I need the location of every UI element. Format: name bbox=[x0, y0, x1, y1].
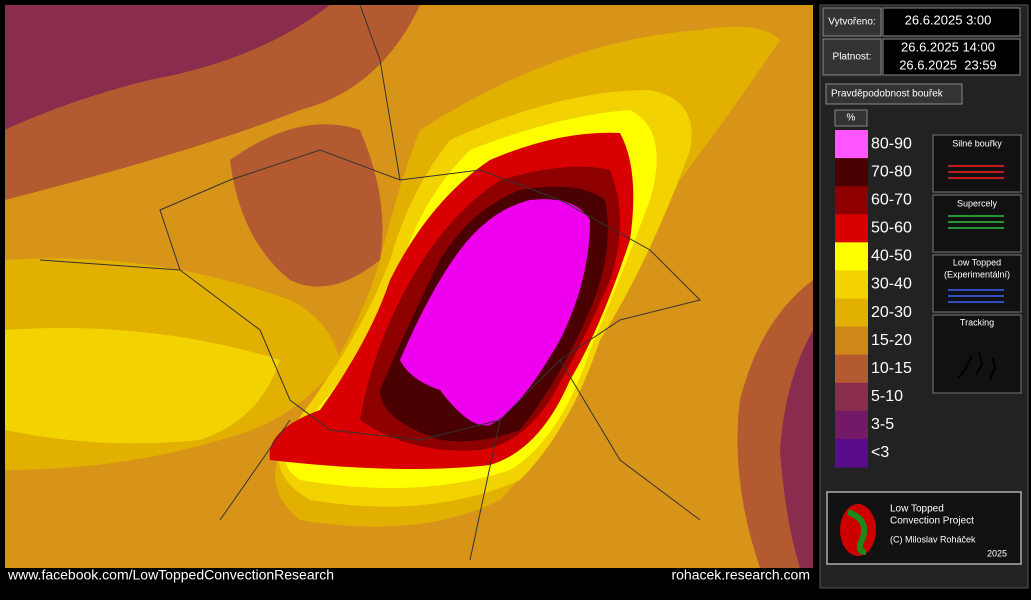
legend-swatch bbox=[835, 382, 868, 412]
legend-swatch bbox=[835, 130, 868, 159]
legend-swatch bbox=[835, 158, 868, 187]
valid-from: 26.6.2025 14:00 bbox=[901, 39, 995, 54]
legend-swatch bbox=[835, 326, 868, 356]
created-value: 26.6.2025 3:00 bbox=[905, 12, 992, 27]
overlay-label: (Experimentální) bbox=[944, 269, 1010, 279]
overlay-label: Supercely bbox=[957, 198, 998, 208]
legend-label: 15-20 bbox=[871, 332, 912, 349]
legend-swatch bbox=[835, 242, 868, 271]
legend-label: 70-80 bbox=[871, 163, 912, 180]
map: www.facebook.com/LowToppedConvectionRese… bbox=[5, 5, 813, 583]
legend-label: 80-90 bbox=[871, 135, 912, 152]
valid-label: Platnost: bbox=[833, 52, 872, 63]
legend-swatch bbox=[835, 186, 868, 215]
valid-to: 26.6.2025 23:59 bbox=[899, 57, 997, 72]
legend-swatch bbox=[835, 438, 868, 468]
footer-left: www.facebook.com/LowToppedConvectionRese… bbox=[7, 567, 334, 583]
legend-unit: % bbox=[847, 113, 856, 124]
legend: 80-90 70-80 60-70 50-60 40-50 30-40 20-30 15-20… bbox=[835, 130, 912, 468]
overlay-box: Silné bouřky Supercely Low Topped (Exper… bbox=[932, 134, 1022, 394]
footer-right: rohacek.research.com bbox=[671, 567, 810, 583]
legend-label: 5-10 bbox=[871, 388, 903, 405]
overlay-label: Tracking bbox=[960, 317, 994, 327]
logo-year: 2025 bbox=[987, 548, 1007, 558]
legend-swatch bbox=[835, 410, 868, 440]
logo: Low Topped Convection Project (C) Milosl… bbox=[826, 491, 1022, 565]
created-label: Vytvořeno: bbox=[828, 17, 875, 28]
legend-label: <3 bbox=[871, 444, 889, 461]
legend-label: 50-60 bbox=[871, 220, 912, 237]
info-panel: Vytvořeno: 26.6.2025 3:00 Platnost: 26.6… bbox=[819, 4, 1029, 589]
overlay-label: Low Topped bbox=[953, 257, 1001, 267]
legend-label: 10-15 bbox=[871, 360, 912, 377]
legend-swatch bbox=[835, 214, 868, 243]
legend-title: Pravděpodobnost bouřek bbox=[831, 89, 944, 100]
logo-line: Convection Project bbox=[890, 516, 974, 527]
legend-swatch bbox=[835, 298, 868, 328]
legend-label: 3-5 bbox=[871, 416, 894, 433]
logo-credit: (C) Miloslav Roháček bbox=[890, 534, 976, 544]
logo-line: Low Topped bbox=[890, 504, 944, 515]
legend-swatch bbox=[835, 354, 868, 384]
legend-label: 20-30 bbox=[871, 304, 912, 321]
overlay-label: Silné bouřky bbox=[952, 138, 1002, 148]
legend-label: 40-50 bbox=[871, 248, 912, 265]
legend-label: 30-40 bbox=[871, 276, 912, 293]
legend-swatch bbox=[835, 270, 868, 299]
legend-label: 60-70 bbox=[871, 191, 912, 208]
